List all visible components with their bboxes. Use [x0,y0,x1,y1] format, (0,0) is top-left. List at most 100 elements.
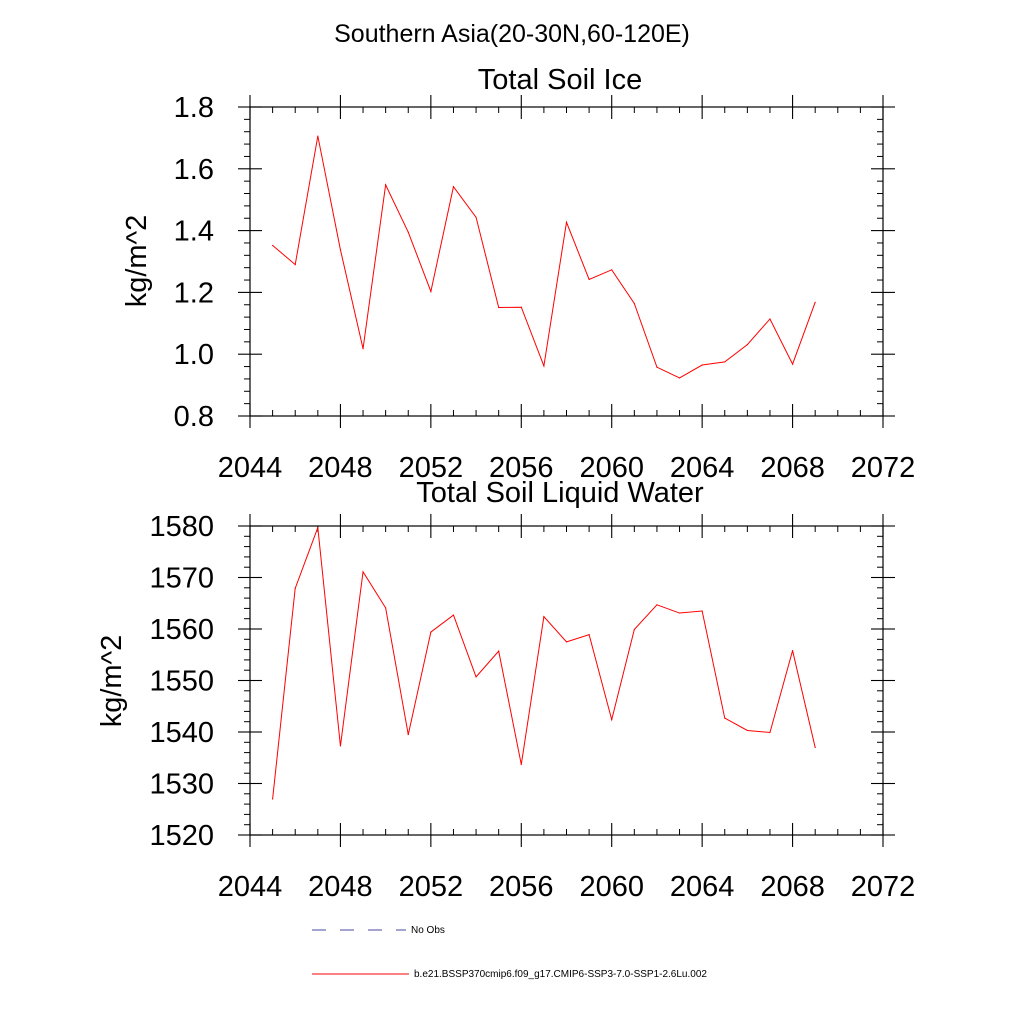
data-point [452,614,455,616]
data-point [475,216,477,218]
data-point [543,616,545,618]
data-point [543,365,545,367]
x-tick-label: 2068 [760,452,825,484]
data-point [633,628,635,631]
y-tick-labels: 0.8 1.0 1.2 1.4 1.6 1.8 [174,92,214,433]
panel-total-soil-liquid-water: Total Soil Liquid Water kg/m^2 2044 2048 2… [96,477,915,903]
data-point [475,676,477,678]
data-point [385,607,387,609]
data-point [791,650,794,652]
x-tick-label: 2052 [399,452,464,484]
x-tick-label: 2052 [399,871,464,903]
y-tick-label: 1.6 [174,154,214,186]
x-tick-label: 2056 [489,871,554,903]
plot-frame [249,106,884,417]
series-line [272,135,816,379]
data-point [407,733,409,736]
data-point [588,634,590,636]
data-point [294,587,296,589]
data-point [339,745,342,747]
legend-obs-label: No Obs [411,925,445,936]
data-point [565,221,568,223]
x-tick-label: 2048 [308,871,373,903]
x-tick-label: 2044 [218,452,283,484]
y-tick-label: 1580 [149,511,214,543]
panel-title: Total Soil Liquid Water [416,477,704,509]
data-point [678,612,681,614]
series-lines [272,526,816,800]
data-point [769,318,771,320]
data-point [317,526,319,529]
x-tick-labels: 2044 2048 2052 2056 2060 2064 2068 2072 [218,452,916,484]
x-tick-label: 2060 [579,452,644,484]
x-tick-label: 2064 [670,871,735,903]
data-point [588,278,590,281]
figure-suptitle: Southern Asia(20-30N,60-120E) [334,20,690,48]
data-point [452,186,455,188]
y-tick-label: 0.8 [174,401,214,433]
data-point [769,731,771,734]
panel-total-soil-ice: Total Soil Ice kg/m^2 2044 2048 2052 2056 20… [121,64,915,484]
y-tick-label: 1560 [149,614,214,646]
x-tick-label: 2044 [218,871,283,903]
x-tick-label: 2064 [670,452,735,484]
y-tick-label: 1.4 [174,216,214,248]
legend: No Obs b.e21.BSSP370cmip6.f09_g17.CMIP6-… [312,925,707,980]
data-point [430,290,432,293]
plot-frame [249,525,884,836]
data-point [724,717,726,719]
x-tick-label: 2072 [851,452,916,484]
data-point [611,269,613,271]
minor-ticks [244,526,883,835]
data-point [520,306,522,308]
data-point [385,184,387,186]
data-point [407,231,409,233]
data-point [814,301,816,303]
panel-title: Total Soil Ice [478,64,642,96]
x-tick-label: 2056 [489,452,554,484]
series-line [272,527,816,800]
data-point [520,763,522,766]
major-ticks [238,514,895,847]
minor-ticks [244,107,883,416]
data-point [272,244,274,247]
data-point [317,135,319,137]
series-lines [272,135,816,379]
x-tick-label: 2048 [308,452,373,484]
data-point [633,302,635,305]
data-point [272,798,274,800]
data-point [746,344,748,346]
data-point [814,746,816,749]
y-tick-label: 1.8 [174,92,214,124]
legend-series-label: b.e21.BSSP370cmip6.f09_g17.CMIP6-SSP3-7.… [414,969,707,980]
data-point [656,604,658,606]
data-point [724,361,726,363]
major-ticks [238,95,895,428]
y-tick-label: 1570 [149,563,214,595]
y-tick-label: 1550 [149,666,214,698]
data-point [656,366,658,368]
data-point [791,363,794,365]
y-tick-label: 1540 [149,717,214,749]
data-point [678,377,681,379]
x-tick-labels: 2044 2048 2052 2056 2060 2064 2068 2072 [218,871,916,903]
y-tick-label: 1520 [149,820,214,852]
data-point [611,719,613,721]
x-tick-label: 2068 [760,871,825,903]
data-point [430,631,432,633]
y-tick-label: 1.0 [174,339,214,371]
data-point [498,650,500,652]
data-point [362,571,364,573]
data-point [701,364,703,366]
y-axis-label: kg/m^2 [96,635,128,728]
data-point [498,306,500,309]
data-point [362,348,364,350]
y-tick-labels: 1520 1530 1540 1550 1560 1570 1580 [149,511,214,852]
data-point [294,263,296,266]
data-point [701,610,703,612]
data-point [746,729,748,732]
x-tick-label: 2072 [851,871,916,903]
data-point [565,641,568,643]
data-point [339,249,342,251]
